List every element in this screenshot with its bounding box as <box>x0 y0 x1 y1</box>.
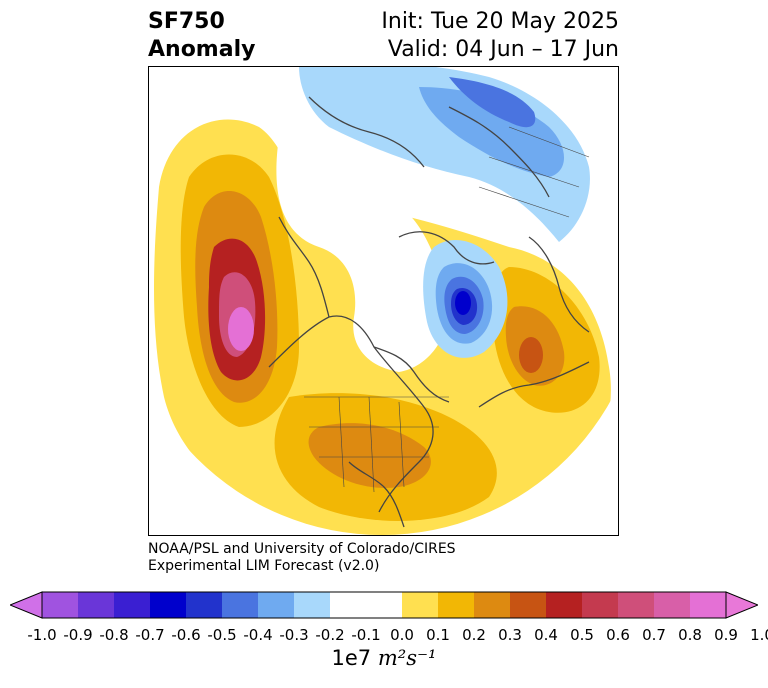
colorbar <box>10 591 758 619</box>
coastlines <box>268 96 590 528</box>
positive-max-west <box>228 307 254 351</box>
colorbar-over-arrow <box>725 591 758 619</box>
political-borders <box>304 126 590 493</box>
colorbar-box <box>258 592 295 618</box>
colorbar-tick-label: -1.0 <box>27 626 57 644</box>
colorbar-box <box>114 592 151 618</box>
map-canvas <box>149 67 618 535</box>
colorbar-outline <box>41 591 727 619</box>
colorbar-box <box>186 592 223 618</box>
colorbar-tick-label: -0.5 <box>207 626 237 644</box>
colorbar-box <box>618 592 655 618</box>
colorbar-boxes <box>42 592 727 618</box>
colorbar-box <box>546 592 583 618</box>
colorbar-tick-label: 0.9 <box>714 626 738 644</box>
colorbar-ticks: -1.0 -0.9 -0.8 -0.7 -0.6 -0.5 -0.4 -0.3 -0.2 -0.1… <box>0 626 768 646</box>
date-info: Init: Tue 20 May 2025 Valid: 04 Jun – 17… <box>360 8 619 64</box>
colorbar-under-arrow <box>10 591 43 619</box>
neutral-arctic <box>276 137 449 372</box>
colorbar-box <box>690 592 727 618</box>
colorbar-box <box>402 592 439 618</box>
colorbar-box <box>78 592 115 618</box>
valid-range: Valid: 04 Jun – 17 Jun <box>387 37 619 62</box>
credit-source: NOAA/PSL and University of Colorado/CIRE… <box>148 541 456 557</box>
colorbar-tick-label: -0.8 <box>99 626 129 644</box>
title-type: Anomaly <box>148 37 256 62</box>
colorbar-box <box>222 592 259 618</box>
colorbar-box <box>654 592 691 618</box>
colorbar-tick-label: -0.1 <box>351 626 381 644</box>
colorbar-tick-label: 0.2 <box>462 626 486 644</box>
data-credit: NOAA/PSL and University of Colorado/CIRE… <box>148 541 456 575</box>
colorbar-box <box>294 592 331 618</box>
colorbar-tick-label: -0.3 <box>279 626 309 644</box>
units-prefix: 1e7 <box>331 646 372 670</box>
colorbar-tick-label: 0.0 <box>390 626 414 644</box>
colorbar-tick-label: 0.4 <box>534 626 558 644</box>
colorbar-tick-label: -0.4 <box>243 626 273 644</box>
units-expression: m²s⁻¹ <box>377 646 437 670</box>
positive-red-east <box>519 337 543 373</box>
anomaly-field <box>149 67 618 535</box>
title-variable: SF750 <box>148 9 225 34</box>
polar-map <box>148 66 619 536</box>
colorbar-box <box>438 592 475 618</box>
colorbar-tick-label: 0.6 <box>606 626 630 644</box>
colorbar-units: 1e7 m²s⁻¹ <box>0 646 768 670</box>
colorbar-tick-label: 0.1 <box>426 626 450 644</box>
pole-marker <box>379 296 389 306</box>
colorbar-tick-label: -0.2 <box>315 626 345 644</box>
negative-min-center <box>455 291 471 315</box>
colorbar-box <box>582 592 619 618</box>
colorbar-tick-label: 0.5 <box>570 626 594 644</box>
colorbar-tick-label: 0.8 <box>678 626 702 644</box>
colorbar-tick-label: -0.7 <box>135 626 165 644</box>
colorbar-tick-label: -0.6 <box>171 626 201 644</box>
colorbar-box <box>42 592 79 618</box>
colorbar-box <box>474 592 511 618</box>
negative-medium-blue-north <box>449 77 536 128</box>
colorbar-tick-label: 1.0 <box>750 626 768 644</box>
colorbar-box <box>330 592 367 618</box>
colorbar-box <box>510 592 547 618</box>
colorbar-tick-label: 0.7 <box>642 626 666 644</box>
init-date: Init: Tue 20 May 2025 <box>381 9 619 34</box>
positive-orange-south <box>308 423 431 488</box>
colorbar-box <box>366 592 403 618</box>
credit-model: Experimental LIM Forecast (v2.0) <box>148 558 380 574</box>
colorbar-tick-label: -0.9 <box>63 626 93 644</box>
map-title: SF750 Anomaly <box>148 8 255 64</box>
colorbar-box <box>150 592 187 618</box>
colorbar-tick-label: 0.3 <box>498 626 522 644</box>
